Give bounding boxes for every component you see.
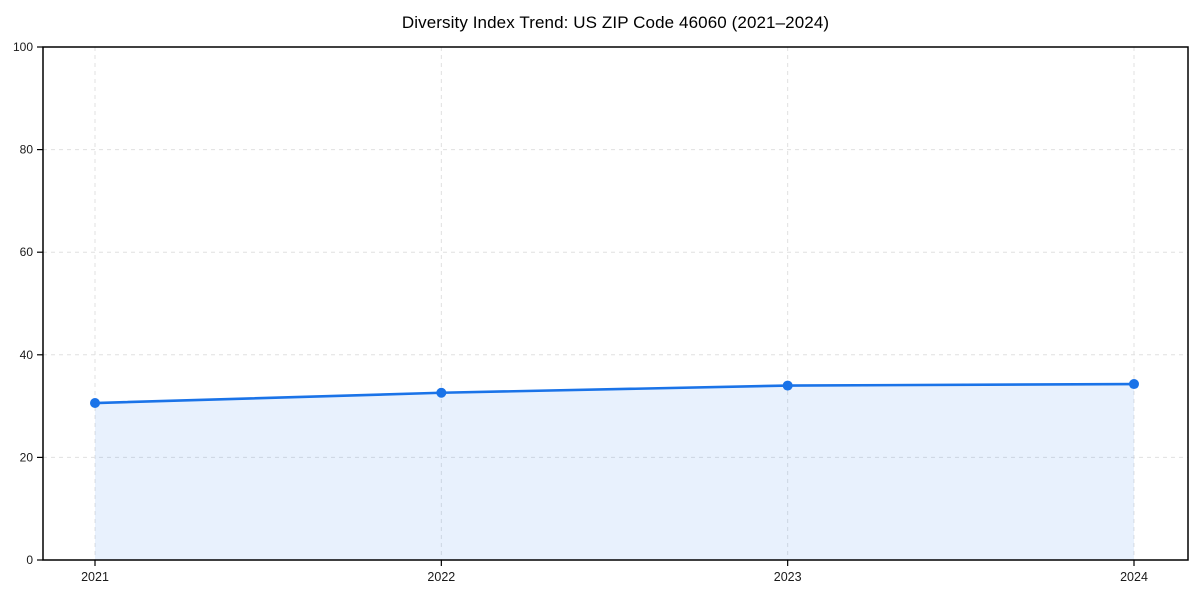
x-tick-label: 2024 — [1120, 570, 1148, 584]
x-tick-label: 2021 — [81, 570, 109, 584]
x-tick-label: 2023 — [774, 570, 802, 584]
chart-title: Diversity Index Trend: US ZIP Code 46060… — [401, 13, 830, 32]
y-tick-label: 20 — [20, 450, 34, 464]
y-tick-label: 60 — [20, 245, 34, 259]
series-line — [93, 382, 1136, 405]
y-tick-label: 80 — [20, 143, 34, 157]
axes-frame — [42, 46, 1189, 561]
area-fill — [95, 384, 1134, 560]
data-point — [1129, 379, 1139, 390]
x-tick-label: 2022 — [427, 570, 455, 584]
y-tick-label: 0 — [26, 553, 33, 567]
y-tick-label: 40 — [20, 348, 34, 362]
data-point — [782, 380, 793, 391]
y-tick-label: 100 — [13, 40, 33, 54]
data-point — [436, 387, 447, 398]
data-point — [90, 398, 100, 409]
